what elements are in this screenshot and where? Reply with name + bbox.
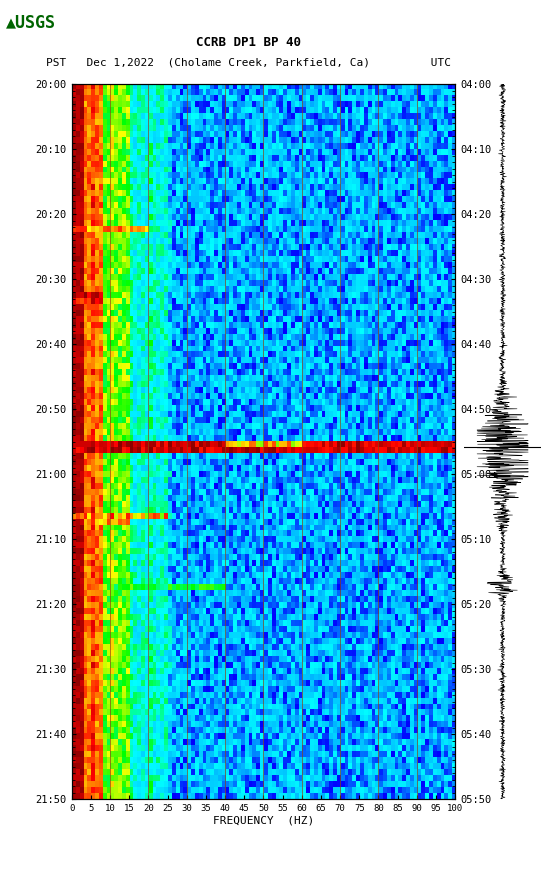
Text: CCRB DP1 BP 40: CCRB DP1 BP 40 bbox=[196, 36, 301, 49]
X-axis label: FREQUENCY  (HZ): FREQUENCY (HZ) bbox=[213, 815, 314, 826]
Text: PST   Dec 1,2022  (Cholame Creek, Parkfield, Ca)         UTC: PST Dec 1,2022 (Cholame Creek, Parkfield… bbox=[46, 58, 451, 68]
Text: ▲USGS: ▲USGS bbox=[6, 13, 56, 31]
